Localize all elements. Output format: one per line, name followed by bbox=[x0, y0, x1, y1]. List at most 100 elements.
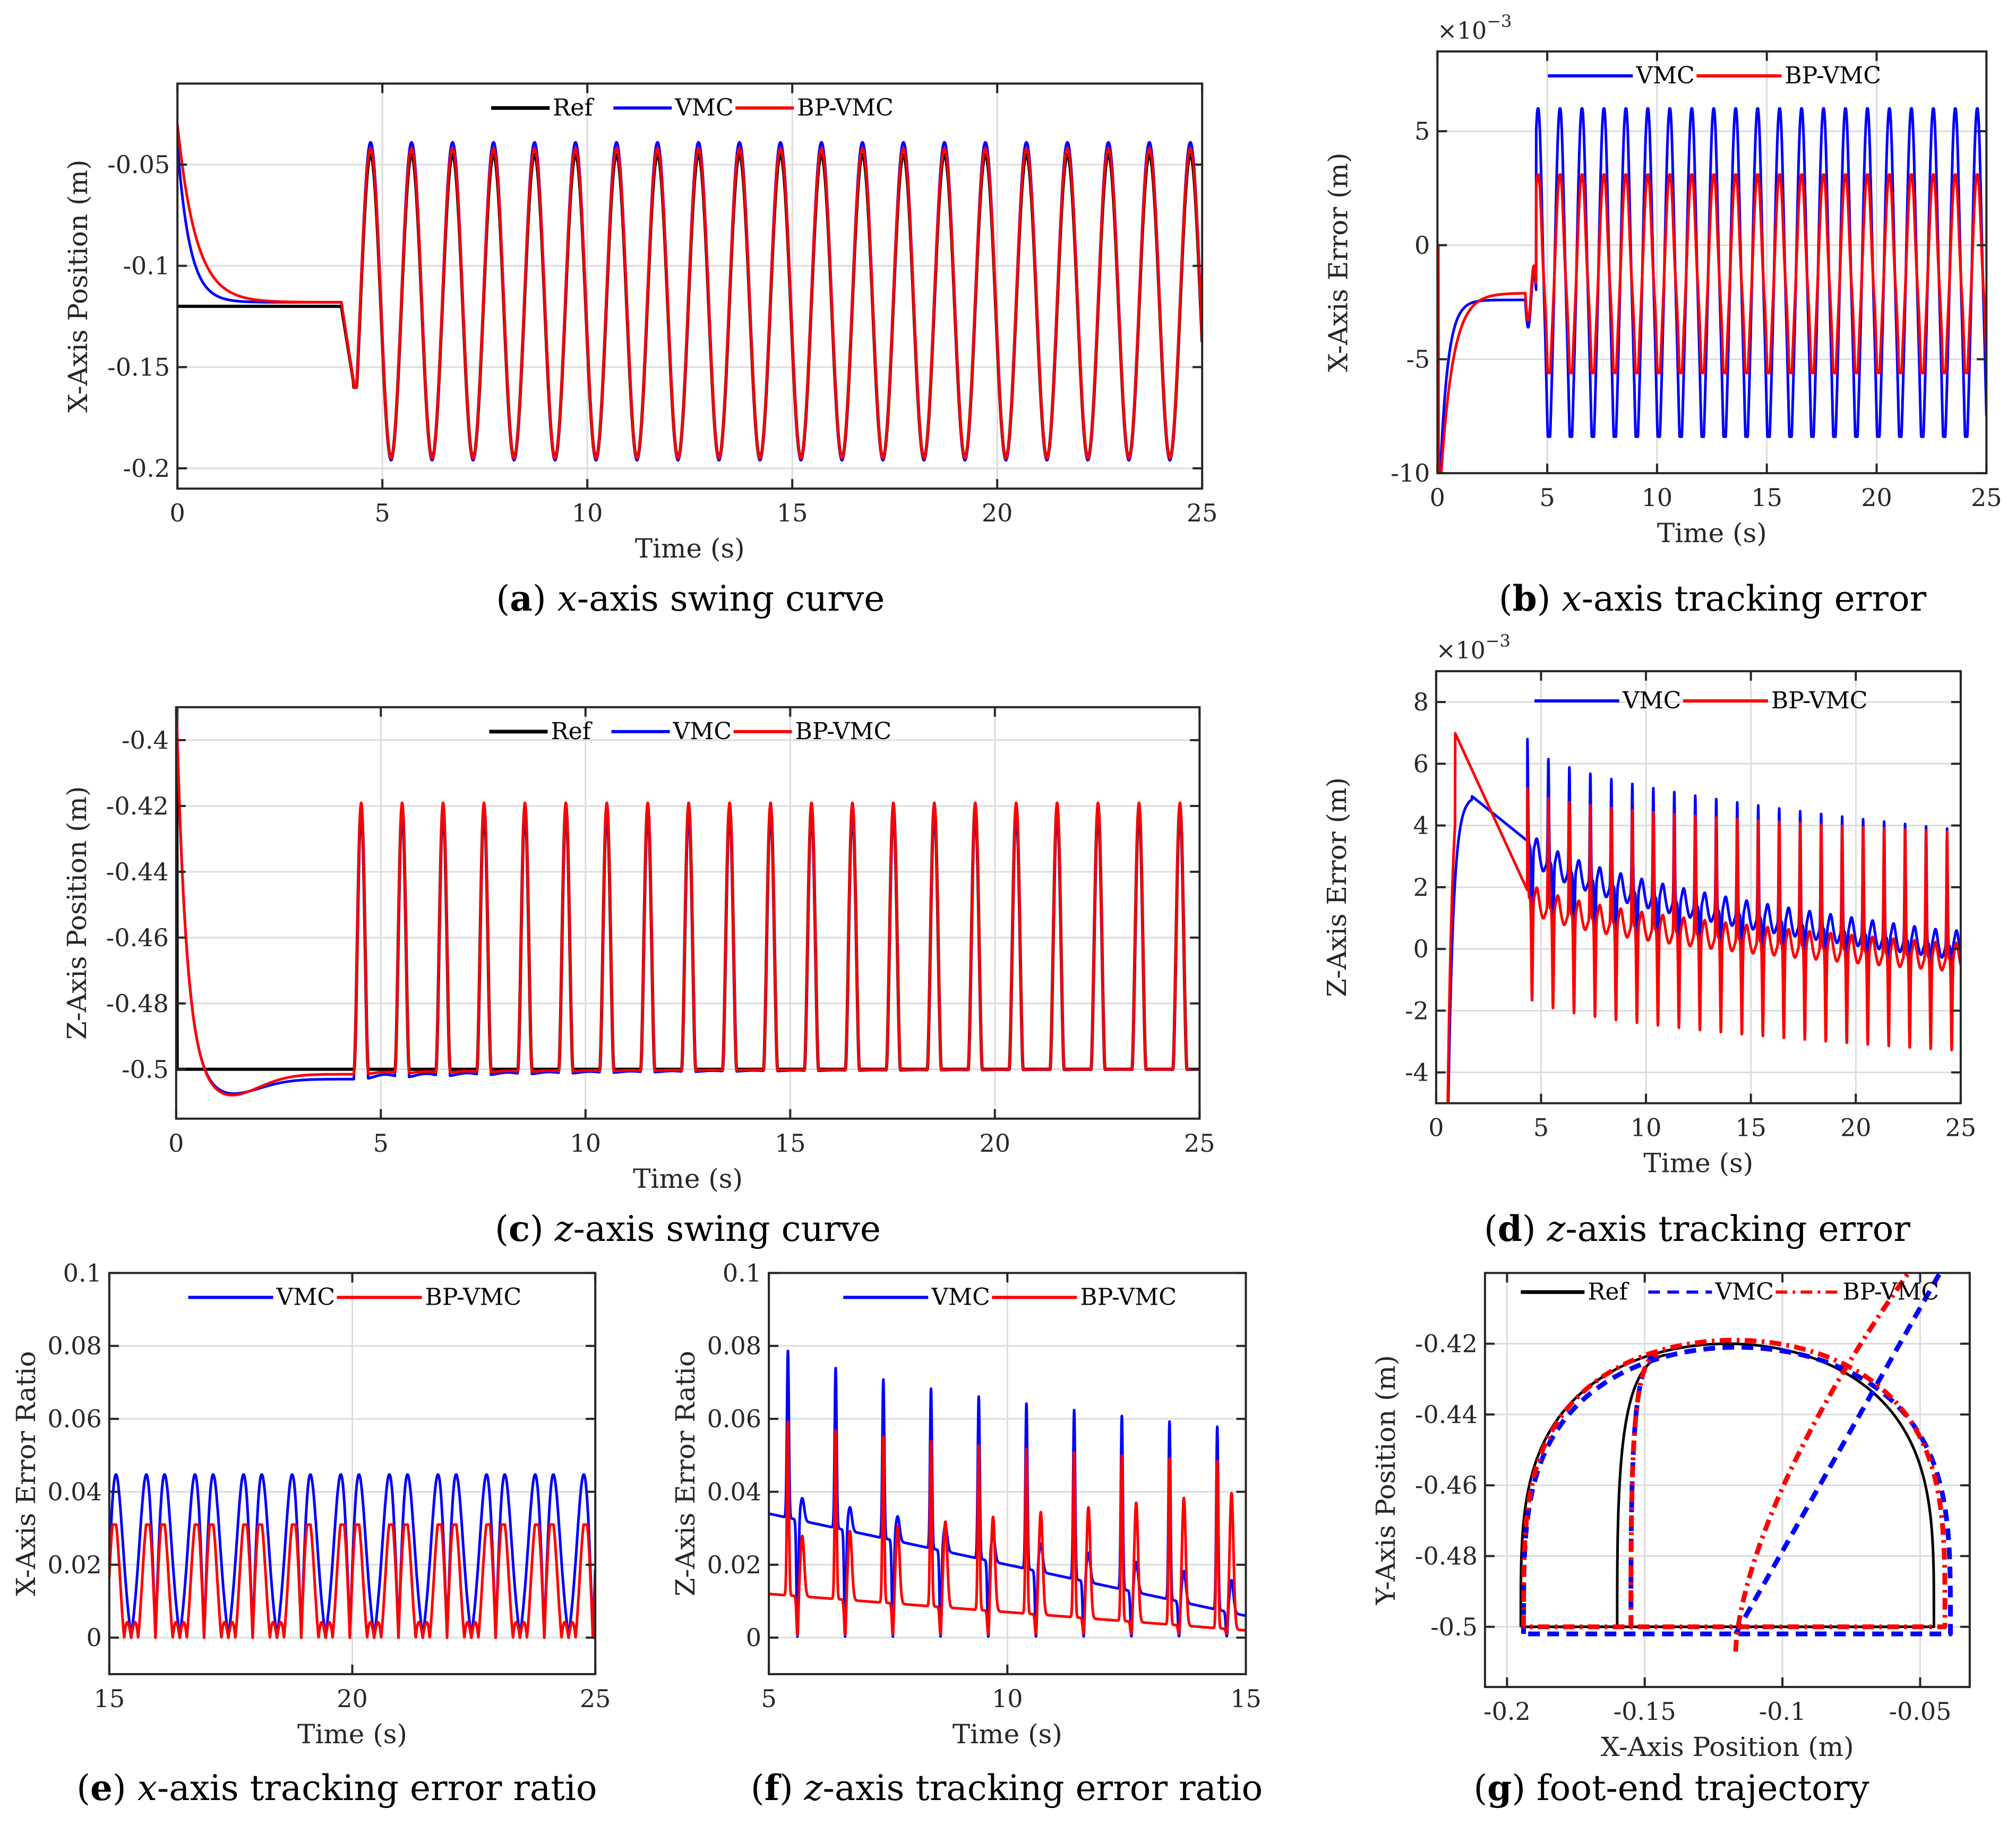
subplot-caption: (g) foot-end trajectory bbox=[1473, 1767, 1869, 1809]
x-tick-label: 10 bbox=[1631, 1113, 1662, 1142]
plot-area bbox=[1519, 1273, 1953, 1652]
legend-label-vmc: VMC bbox=[674, 94, 734, 121]
caption-paren: ) bbox=[1512, 1768, 1537, 1809]
y-axis-label: X-Axis Error Ratio bbox=[11, 1351, 41, 1596]
x-tick-label: 20 bbox=[337, 1684, 368, 1713]
caption-text: foot-end trajectory bbox=[1537, 1768, 1869, 1809]
x-tick-label: 25 bbox=[1945, 1113, 1977, 1142]
x-tick-label: -0.15 bbox=[1614, 1697, 1676, 1726]
legend-label-bp: BP-VMC bbox=[797, 94, 894, 121]
axes-frame bbox=[1436, 50, 1988, 475]
y-tick-label: -0.05 bbox=[107, 150, 170, 179]
plot-area bbox=[176, 707, 1200, 1096]
x-tick-label: 5 bbox=[761, 1684, 776, 1713]
legend-label-vmc: VMC bbox=[673, 718, 732, 745]
x-axis-label: Time (s) bbox=[1657, 518, 1767, 549]
legend-label-ref: Ref bbox=[553, 94, 594, 121]
caption-paren: ( bbox=[1484, 1209, 1498, 1249]
subplot-d: 0 5 10 15 20 25 -4 -2 0 2 4 6 8×10−3 Time (s) Z-Axis E… bbox=[1322, 631, 1977, 1249]
x-tick-label: 15 bbox=[1735, 1113, 1766, 1142]
x-tick-label: 15 bbox=[94, 1684, 125, 1713]
y-tick-label: 0 bbox=[1413, 935, 1429, 963]
y-tick-label: -2 bbox=[1405, 996, 1429, 1025]
x-tick-label: 5 bbox=[373, 1129, 389, 1158]
legend-label-vmc: VMC bbox=[276, 1283, 336, 1310]
y-tick-label: 0.02 bbox=[707, 1550, 761, 1579]
y-axis-label: Z-Axis Error Ratio bbox=[670, 1351, 701, 1596]
caption-text: -axis tracking error bbox=[1565, 1209, 1910, 1249]
subplot-caption: (a) x-axis swing curve bbox=[496, 578, 885, 619]
y-axis-label: Z-Axis Position (m) bbox=[62, 786, 92, 1040]
caption-text: -axis tracking error bbox=[1582, 578, 1927, 619]
x-tick-label: 20 bbox=[1840, 1113, 1872, 1142]
legend: VMC BP-VMC bbox=[1534, 687, 1868, 714]
x-tick-label: 0 bbox=[170, 499, 185, 527]
x-tick-label: 25 bbox=[1971, 483, 2002, 512]
series-bp-line bbox=[1437, 173, 1987, 474]
y-axis-label: X-Axis Position (m) bbox=[63, 159, 93, 413]
legend: Ref VMC BP-VMC bbox=[1521, 1278, 1939, 1305]
y-tick-label: -0.2 bbox=[123, 454, 170, 483]
x-tick-label: 10 bbox=[992, 1684, 1023, 1713]
subplot-caption: (d) z-axis tracking error bbox=[1484, 1208, 1910, 1249]
caption-paren: ( bbox=[1499, 578, 1513, 619]
legend: Ref VMC BP-VMC bbox=[491, 94, 894, 121]
axes-frame bbox=[176, 82, 1204, 490]
caption-variable: x bbox=[557, 578, 577, 619]
legend-label-vmc: VMC bbox=[1635, 62, 1695, 89]
legend-label-vmc: VMC bbox=[931, 1283, 990, 1310]
x-tick-label: 10 bbox=[1642, 483, 1673, 512]
caption-paren: ) bbox=[533, 578, 557, 619]
exponent-power: −3 bbox=[1486, 631, 1511, 651]
legend: VMC BP-VMC bbox=[188, 1283, 522, 1310]
y-exponent-label: ×10−3 bbox=[1437, 11, 1512, 45]
y-tick-label: -0.42 bbox=[1415, 1330, 1478, 1358]
caption-letter: c bbox=[509, 1208, 530, 1249]
y-tick-label: 0.1 bbox=[63, 1258, 102, 1287]
subplot-caption: (b) x-axis tracking error bbox=[1499, 578, 1927, 619]
series-ref-line bbox=[177, 153, 1203, 460]
x-tick-label: 15 bbox=[775, 1129, 806, 1158]
caption-letter: d bbox=[1498, 1208, 1522, 1249]
x-axis-label: X-Axis Position (m) bbox=[1601, 1732, 1854, 1762]
subplot-caption: (c) z-axis swing curve bbox=[495, 1208, 881, 1249]
series-vmc-line bbox=[1447, 738, 1961, 1103]
subplot-g: -0.2 -0.15 -0.1 -0.05 -0.5 -0.48 -0.46 -0.44 -0.… bbox=[1370, 1272, 1971, 1809]
y-tick-label: -0.48 bbox=[1415, 1541, 1478, 1570]
series-vmc-line bbox=[769, 1349, 1246, 1638]
legend: VMC BP-VMC bbox=[843, 1283, 1177, 1310]
caption-variable: z bbox=[804, 1768, 823, 1809]
x-tick-label: 25 bbox=[580, 1684, 611, 1713]
legend-label-bp: BP-VMC bbox=[795, 718, 892, 745]
subplot-b: 0 5 10 15 20 25 -10 -5 0 5 ×10−3 Time (s) X-Axis Err… bbox=[1323, 11, 2002, 619]
x-axis-label: Time (s) bbox=[1643, 1148, 1753, 1179]
series-bp-line bbox=[1521, 1338, 1948, 1630]
y-tick-label: 0.08 bbox=[707, 1332, 761, 1360]
subplot-a: 0 5 10 15 20 25 -0.2 -0.15 -0.1 -0.05 Time (s) X-Ax… bbox=[63, 82, 1218, 619]
series-bp-line bbox=[176, 707, 1200, 1096]
subplot-c: 0 5 10 15 20 25 -0.5 -0.48 -0.46 -0.44 -0.42 -0.4 Ti… bbox=[62, 706, 1215, 1249]
caption-paren: ) bbox=[1537, 578, 1562, 619]
series-bp-line bbox=[109, 1523, 596, 1639]
x-tick-label: 5 bbox=[1533, 1113, 1549, 1142]
y-tick-label: 0.04 bbox=[707, 1477, 761, 1506]
y-tick-label: -0.42 bbox=[106, 792, 169, 820]
series-bp-line bbox=[177, 124, 1203, 460]
y-tick-label: -10 bbox=[1391, 459, 1430, 487]
x-tick-label: 25 bbox=[1187, 499, 1218, 527]
caption-paren: ) bbox=[1522, 1209, 1547, 1249]
x-tick-label: 0 bbox=[168, 1129, 184, 1158]
caption-variable: x bbox=[1562, 578, 1581, 619]
caption-letter: f bbox=[765, 1767, 782, 1809]
legend-label-bp: BP-VMC bbox=[425, 1283, 522, 1310]
x-axis-label: Time (s) bbox=[297, 1719, 407, 1750]
x-tick-label: 20 bbox=[980, 1129, 1011, 1158]
y-tick-label: -0.48 bbox=[106, 989, 169, 1018]
y-tick-label: -0.4 bbox=[122, 726, 169, 755]
x-tick-label: 10 bbox=[572, 499, 603, 527]
x-axis-label: Time (s) bbox=[633, 1163, 743, 1194]
y-tick-label: -4 bbox=[1405, 1058, 1429, 1087]
y-tick-label: 0 bbox=[1414, 231, 1430, 260]
caption-paren: ( bbox=[751, 1768, 765, 1809]
series-vmc-line bbox=[1733, 1273, 1943, 1635]
